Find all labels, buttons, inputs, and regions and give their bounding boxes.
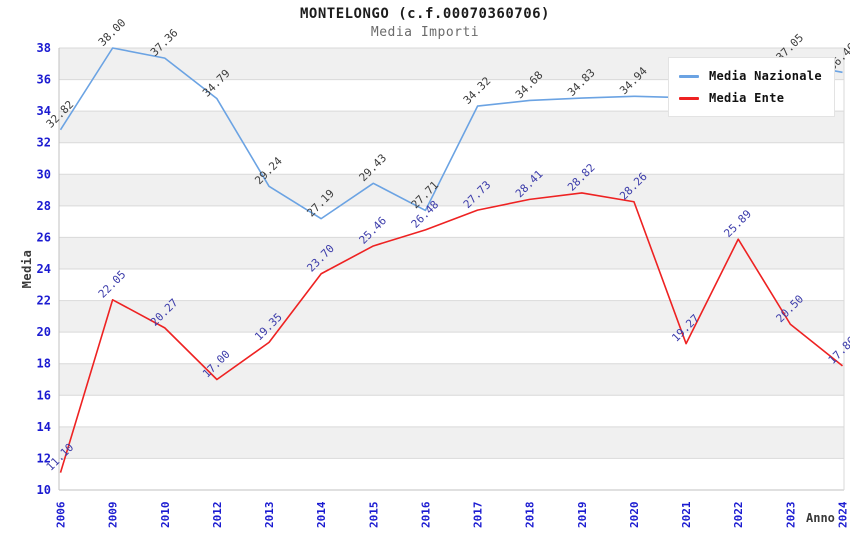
x-tick-label: 2019: [576, 502, 589, 529]
chart-legend: Media Nazionale Media Ente: [668, 57, 835, 117]
x-tick-label: 2006: [55, 501, 68, 528]
x-tick-label: 2010: [159, 502, 172, 529]
y-tick-label: 10: [37, 483, 51, 497]
plot-band: [59, 237, 844, 269]
data-point-label: 38.00: [96, 16, 129, 49]
data-point-label: 17.86: [826, 334, 850, 367]
y-tick-label: 32: [37, 136, 51, 150]
x-tick-label: 2012: [211, 502, 224, 529]
data-point-label: 22.05: [96, 268, 129, 301]
y-tick-label: 16: [37, 388, 51, 402]
y-tick-label: 36: [37, 73, 51, 87]
chart-subtitle: Media Importi: [370, 25, 480, 40]
legend-label: Media Ente: [709, 91, 785, 105]
y-tick-label: 20: [37, 325, 51, 339]
plot-band: [59, 300, 844, 333]
chart-title: MONTELONGO (c.f.00070360706): [299, 6, 550, 22]
x-tick-label: 2023: [784, 502, 797, 529]
series-line-media-ente: [59, 192, 843, 473]
plot-band: [59, 426, 844, 459]
y-tick-label: 30: [37, 167, 51, 181]
x-tick-label: 2014: [315, 501, 328, 528]
y-tick-label: 34: [37, 104, 51, 118]
y-tick-label: 22: [37, 294, 51, 308]
y-tick-label: 14: [37, 420, 51, 434]
legend-item-media-ente: Media Ente: [679, 87, 822, 109]
x-tick-label: 2009: [107, 502, 120, 529]
x-tick-label: 2024: [837, 501, 850, 528]
y-tick-label: 12: [37, 451, 51, 465]
data-point-label: 25.89: [721, 207, 754, 240]
y-axis-label: Media: [20, 249, 34, 289]
x-tick-label: 2020: [628, 502, 641, 529]
plot-band: [59, 363, 844, 396]
y-tick-label: 18: [37, 357, 51, 371]
x-tick-label: 2015: [367, 502, 380, 529]
legend-item-media-nazionale: Media Nazionale: [679, 65, 822, 87]
y-tick-label: 38: [37, 41, 51, 55]
x-tick-label: 2013: [263, 502, 276, 529]
x-tick-label: 2017: [472, 502, 485, 529]
x-tick-label: 2018: [524, 502, 537, 529]
media-ente-line-swatch-icon: [679, 96, 699, 100]
y-tick-label: 26: [37, 230, 51, 244]
legend-label: Media Nazionale: [709, 69, 822, 83]
x-tick-label: 2016: [419, 501, 432, 528]
x-tick-label: 2022: [732, 502, 745, 529]
y-tick-label: 28: [37, 199, 51, 213]
x-axis-label: Anno: [806, 511, 835, 525]
plot-band: [59, 174, 844, 206]
media-nazionale-line-swatch-icon: [679, 74, 699, 78]
x-tick-label: 2021: [680, 501, 693, 528]
y-tick-label: 24: [37, 262, 51, 276]
